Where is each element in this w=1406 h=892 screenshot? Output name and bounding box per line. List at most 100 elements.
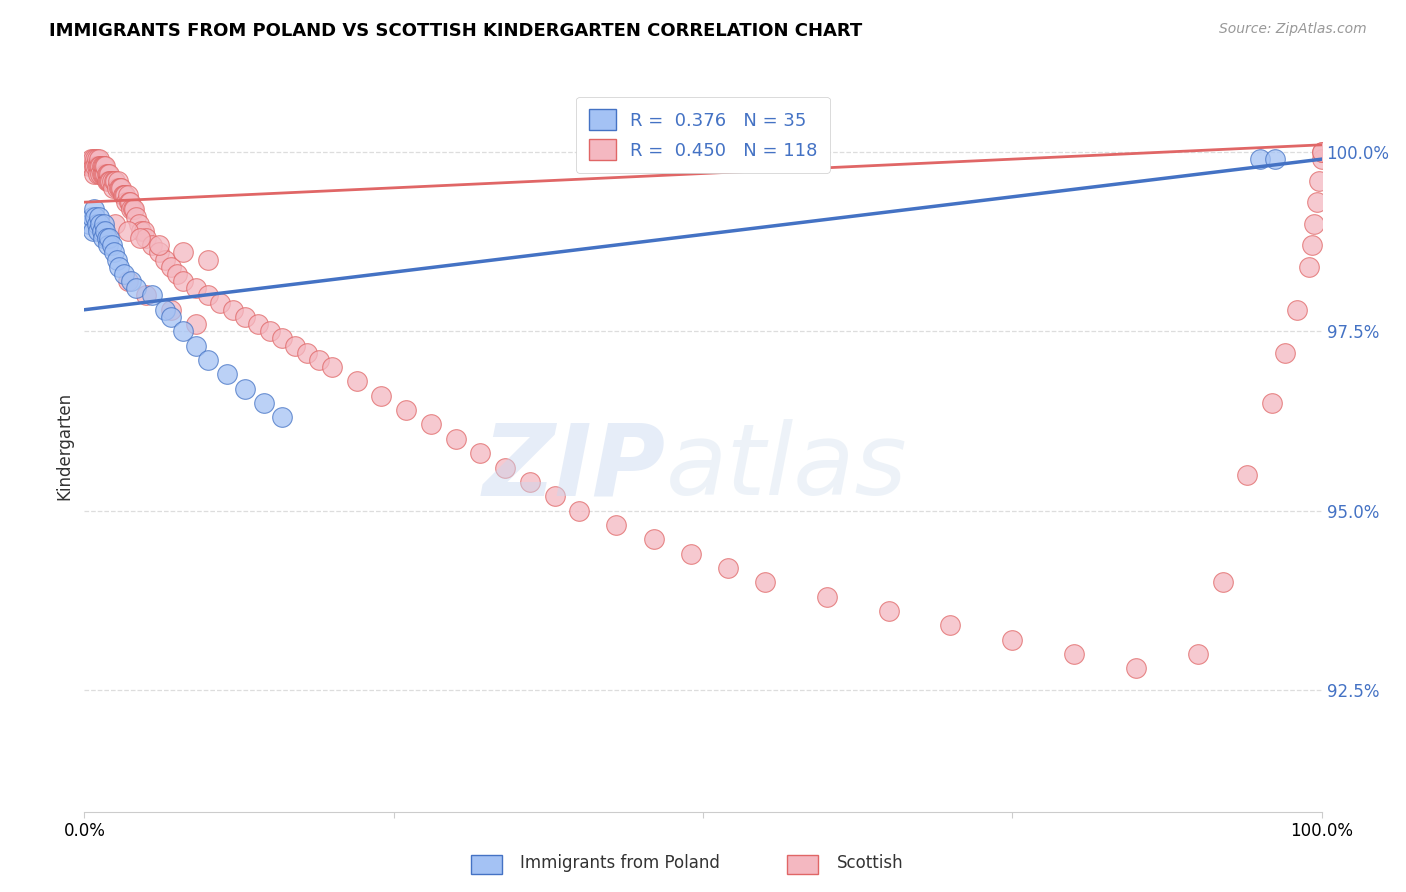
Point	[184, 281, 207, 295]
Point	[104, 174, 127, 188]
Point	[87, 159, 110, 173]
Point	[172, 245, 194, 260]
Point	[79, 152, 101, 166]
Point	[110, 181, 132, 195]
Point	[110, 181, 132, 195]
Point	[84, 152, 107, 166]
Point	[83, 167, 105, 181]
Point	[105, 181, 128, 195]
Point	[1249, 152, 1271, 166]
Point	[246, 317, 269, 331]
Point	[96, 174, 118, 188]
Point	[91, 167, 114, 181]
Point	[86, 159, 108, 173]
Point	[98, 231, 121, 245]
Point	[98, 167, 121, 181]
Point	[1310, 145, 1333, 159]
Point	[115, 195, 138, 210]
Point	[1298, 260, 1320, 274]
Point	[132, 224, 155, 238]
Point	[135, 288, 157, 302]
Point	[160, 260, 183, 274]
Point	[1285, 302, 1308, 317]
Point	[89, 159, 111, 173]
Point	[197, 252, 219, 267]
Point	[1310, 152, 1333, 166]
Point	[108, 181, 131, 195]
Point	[253, 396, 276, 410]
Point	[86, 152, 108, 166]
Point	[112, 188, 135, 202]
Point	[1274, 345, 1296, 359]
Point	[1305, 195, 1327, 210]
Point	[172, 274, 194, 288]
Point	[91, 159, 114, 173]
Point	[605, 517, 627, 532]
Point	[1301, 238, 1323, 252]
Point	[370, 389, 392, 403]
Point	[815, 590, 838, 604]
Point	[271, 410, 294, 425]
Point	[117, 224, 139, 238]
Text: Source: ZipAtlas.com: Source: ZipAtlas.com	[1219, 22, 1367, 37]
Point	[104, 217, 127, 231]
Point	[1308, 174, 1330, 188]
Point	[79, 217, 101, 231]
Point	[93, 167, 115, 181]
Point	[121, 202, 143, 217]
Point	[222, 302, 245, 317]
Point	[93, 217, 115, 231]
Point	[84, 159, 107, 173]
Point	[86, 217, 108, 231]
Point	[100, 238, 122, 252]
Point	[568, 503, 591, 517]
Text: Scottish: Scottish	[837, 855, 903, 872]
Point	[295, 345, 318, 359]
Point	[94, 159, 117, 173]
Point	[153, 252, 176, 267]
Point	[90, 159, 112, 173]
Point	[284, 338, 307, 352]
Point	[122, 202, 145, 217]
Point	[321, 360, 343, 375]
Point	[1236, 467, 1258, 482]
Point	[96, 231, 118, 245]
Point	[101, 181, 124, 195]
Point	[111, 188, 134, 202]
Point	[215, 368, 238, 382]
Point	[94, 167, 117, 181]
Point	[679, 547, 702, 561]
Point	[97, 238, 120, 252]
Point	[120, 274, 142, 288]
Point	[94, 224, 117, 238]
Point	[271, 331, 294, 345]
Text: atlas: atlas	[666, 419, 907, 516]
Point	[148, 238, 170, 252]
Point	[128, 217, 150, 231]
Point	[1303, 217, 1326, 231]
Text: Immigrants from Poland: Immigrants from Poland	[520, 855, 720, 872]
Point	[419, 417, 441, 432]
Point	[98, 174, 121, 188]
Point	[470, 446, 492, 460]
Point	[1001, 632, 1024, 647]
Point	[114, 188, 136, 202]
Point	[643, 533, 665, 547]
Point	[108, 260, 131, 274]
Point	[172, 324, 194, 338]
Point	[125, 210, 148, 224]
Text: IMMIGRANTS FROM POLAND VS SCOTTISH KINDERGARTEN CORRELATION CHART: IMMIGRANTS FROM POLAND VS SCOTTISH KINDE…	[49, 22, 862, 40]
Point	[96, 167, 118, 181]
Point	[939, 618, 962, 632]
Point	[233, 382, 256, 396]
Point	[877, 604, 900, 618]
Point	[494, 460, 516, 475]
Point	[166, 267, 188, 281]
Point	[259, 324, 281, 338]
Point	[93, 159, 115, 173]
Point	[1310, 145, 1333, 159]
Point	[141, 238, 163, 252]
Point	[117, 274, 139, 288]
Point	[90, 167, 112, 181]
Point	[1125, 661, 1147, 675]
